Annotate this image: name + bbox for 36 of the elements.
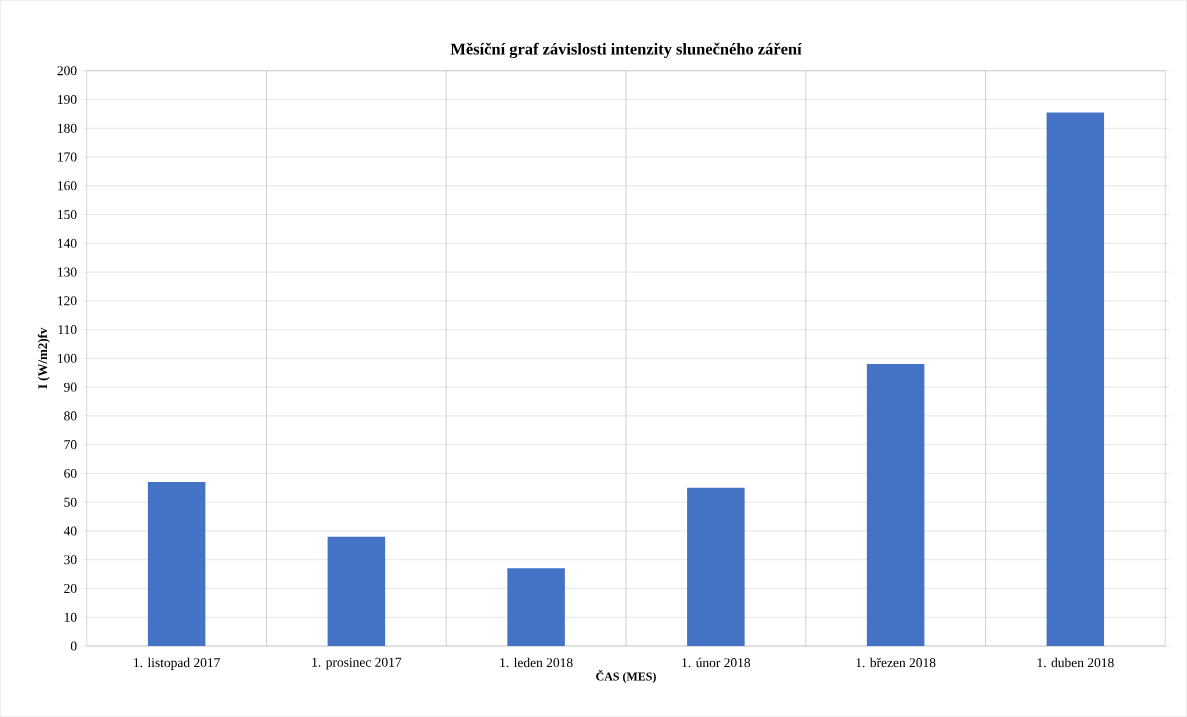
y-tick-label: 140: [58, 238, 77, 248]
y-tick-label: 190: [58, 95, 77, 105]
y-tick-label: 130: [58, 267, 77, 277]
x-tick-label: 1. duben 2018: [1037, 657, 1114, 668]
y-tick-label: 10: [64, 612, 77, 622]
y-tick-label: 120: [58, 296, 77, 306]
y-tick-label: 60: [64, 469, 77, 479]
y-tick-label: 150: [58, 210, 77, 220]
y-tick-label: 90: [64, 382, 77, 392]
bar: [507, 568, 565, 647]
bar: [147, 482, 206, 647]
bar: [687, 487, 745, 647]
y-tick-label: 160: [58, 181, 77, 191]
x-axis-title: ČAS (MES): [596, 670, 656, 684]
y-tick-label: 40: [63, 526, 77, 536]
bar: [327, 536, 386, 647]
bar: [866, 364, 925, 647]
y-tick-label: 50: [64, 497, 77, 507]
y-tick-label: 70: [64, 440, 77, 450]
x-tick-label: 1. listopad 2017: [134, 657, 220, 671]
x-tick-label: 1. leden 2018: [500, 657, 573, 668]
y-tick-label: 0: [70, 641, 77, 651]
y-tick-label: 170: [58, 152, 77, 162]
y-tick-label: 80: [64, 411, 77, 421]
x-tick-label: 1. prosinec 2017: [312, 657, 402, 670]
y-tick-label: 100: [58, 353, 77, 364]
chart-title: Měsíční graf závislosti intenzity slunečného záření: [450, 42, 802, 59]
x-tick-label: 1. únor 2018: [682, 657, 751, 668]
y-tick-label: 20: [64, 584, 77, 594]
bar: [1046, 112, 1105, 647]
y-axis-title: I (W/m2)fv: [37, 327, 50, 389]
y-tick-label: 180: [58, 123, 77, 133]
x-tick-label: 1. březen 2018: [856, 657, 936, 668]
y-tick-label: 200: [57, 66, 77, 76]
y-tick-label: 110: [58, 325, 77, 335]
y-tick-label: 30: [64, 555, 77, 565]
